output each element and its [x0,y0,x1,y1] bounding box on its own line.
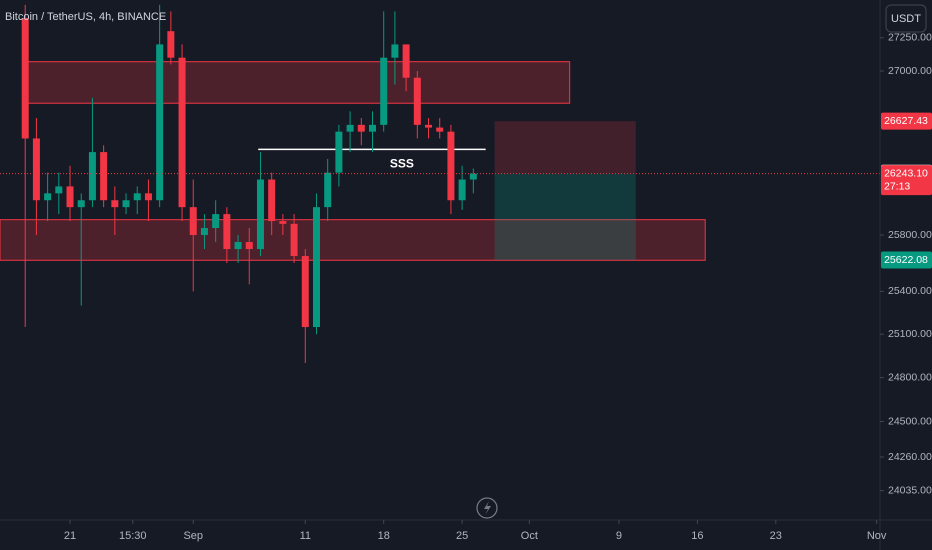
candle-body [156,44,164,201]
x-tick-label: Oct [521,530,538,542]
price-label-bg [881,165,932,196]
candle-body [234,242,242,250]
candle-body [200,228,208,236]
candle-body [44,193,52,201]
candle-body [133,193,141,201]
price-label: 26627.43 [884,115,928,127]
candle-body [301,256,309,328]
target-area [494,173,636,260]
candle-body [111,200,119,208]
candle-body [21,17,29,139]
chart-title: Bitcoin / TetherUS, 4h, BINANCE [5,11,166,23]
candle-body [245,242,253,250]
candle-body [88,152,96,201]
candle-body [335,131,343,173]
candle-body [447,131,455,201]
candle-body [100,152,108,201]
candle-body [380,57,388,125]
zone [25,61,571,104]
candle-body [425,124,433,128]
candle-body [77,200,85,208]
candle-body [212,214,220,229]
candle-body [346,124,354,132]
zone [0,219,706,261]
y-tick-label: 24500.00 [888,415,932,427]
x-tick-label: 9 [616,530,622,542]
y-tick-label: 25100.00 [888,328,932,340]
candle-body [436,127,444,132]
candle-body [144,193,152,201]
currency-button[interactable] [885,4,927,33]
x-tick-label: Nov [867,530,887,542]
candle-body [55,186,63,194]
events-icon[interactable] [476,497,498,519]
candle-body [357,124,365,132]
countdown: 27:13 [884,180,910,192]
x-tick-label: Sep [183,530,203,542]
y-tick-label: 27000.00 [888,65,932,77]
candle-body [268,179,276,222]
candle-body [413,77,421,125]
y-tick-label: 24035.00 [888,484,932,496]
candle-body [122,200,130,208]
x-tick-label: 23 [770,530,782,542]
y-tick-label: 27250.00 [888,32,932,44]
plot-area: SSS [0,4,880,364]
y-tick-label: 25800.00 [888,229,932,241]
candle-body [458,179,466,201]
x-tick-label: 16 [691,530,703,542]
currency-button-label[interactable]: USDT [891,13,921,25]
x-tick-label: 18 [378,530,390,542]
y-tick-label: 25400.00 [888,285,932,297]
candle-body [391,44,399,58]
candle-body [66,186,74,208]
price-label-bg [881,251,932,269]
candle-body [402,44,410,78]
candle-body [469,173,477,180]
events-icon-bolt [484,501,491,515]
x-tick-label: 15:30 [119,530,147,542]
candle-body [324,172,332,208]
level-label: SSS [390,157,414,171]
candle-body [279,221,287,224]
y-tick-label: 24800.00 [888,371,932,383]
candle-body [312,207,320,328]
candle-body [32,138,40,201]
candle-body [189,207,197,236]
price-label: 26243.10 [884,167,928,179]
candle-body [290,223,298,257]
candle-body [369,124,377,132]
candle-body [223,214,231,250]
candle-body [167,31,175,58]
x-tick-label: 11 [300,530,311,542]
y-tick-label: 24260.00 [888,451,932,463]
candle-body [256,179,264,250]
price-label-bg [881,112,932,130]
price-label: 25622.08 [884,254,928,266]
x-tick-label: 21 [64,530,76,542]
x-tick-label: 25 [456,530,468,542]
stop-area [494,121,636,174]
candle-body [178,57,186,208]
